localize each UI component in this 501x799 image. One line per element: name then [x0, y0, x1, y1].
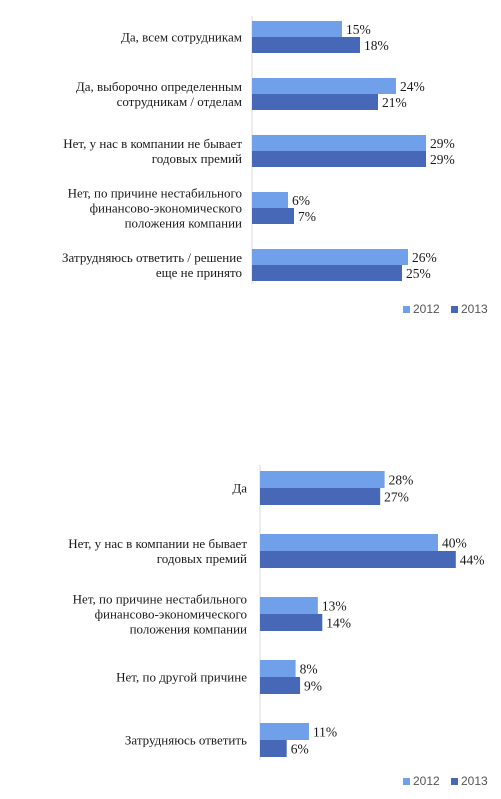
legend-label-2013: 2013 — [461, 302, 488, 316]
category-label: Нет, по причине нестабильного финансово-э… — [68, 186, 242, 231]
bar-2012 — [252, 135, 426, 151]
data-label-2012: 26% — [412, 250, 437, 265]
bar-2012 — [260, 660, 296, 677]
data-label-2012: 29% — [430, 136, 455, 151]
category-label: Да — [232, 481, 247, 496]
legend-swatch-2012 — [403, 306, 410, 313]
data-label-2012: 13% — [322, 599, 347, 614]
data-label-2013: 18% — [364, 38, 389, 53]
legend-label-2013: 2013 — [461, 774, 488, 788]
legend-swatch-2013 — [451, 778, 458, 785]
bar-2013 — [260, 740, 287, 757]
category-label: Нет, по причине нестабильного финансово-э… — [73, 592, 247, 637]
bar-2012 — [260, 723, 309, 740]
data-label-2013: 27% — [384, 490, 409, 505]
bar-2012 — [260, 597, 318, 614]
data-label-2012: 11% — [313, 725, 337, 740]
bar-2012 — [252, 78, 396, 94]
data-label-2013: 9% — [304, 679, 322, 694]
bar-2013 — [260, 677, 301, 694]
bar-2013 — [252, 265, 402, 281]
chart-bonus-bottom: Да 28% 27% Нет, у нас в компании не бывает г… — [68, 465, 488, 788]
category-label: Нет, по другой причине — [116, 670, 247, 685]
data-label-2012: 24% — [400, 79, 425, 94]
data-label-2012: 15% — [346, 22, 371, 37]
category-label: Затрудняюсь ответить — [125, 733, 247, 748]
bar-2013 — [252, 37, 360, 53]
chart-bonus-top: Да, всем сотрудникам 15%18% Да, выборочно … — [62, 16, 488, 316]
bar-2013 — [252, 151, 426, 167]
bar-2013 — [260, 488, 381, 505]
data-label-2013: 25% — [406, 266, 431, 281]
bar-2012 — [252, 192, 288, 208]
data-label-2013: 44% — [460, 553, 485, 568]
data-label-2013: 29% — [430, 152, 455, 167]
data-label-2013: 6% — [291, 742, 309, 757]
bar-2013 — [252, 94, 378, 110]
legend-swatch-2013 — [451, 306, 458, 313]
data-label-2012: 8% — [300, 662, 318, 677]
bar-2013 — [252, 208, 294, 224]
data-label-2013: 14% — [326, 616, 351, 631]
legend-label-2012: 2012 — [413, 774, 440, 788]
bar-2013 — [260, 614, 323, 631]
category-label: Нет, у нас в компании не бывает годовых п… — [63, 136, 242, 166]
category-label: Да, всем сотрудникам — [121, 30, 242, 45]
bar-2012 — [252, 249, 408, 265]
data-label-2013: 7% — [298, 209, 316, 224]
bar-2013 — [260, 551, 456, 568]
data-label-2012: 28% — [389, 473, 414, 488]
legend-swatch-2012 — [403, 778, 410, 785]
data-label-2012: 6% — [292, 193, 310, 208]
bar-2012 — [252, 21, 342, 37]
category-label: Затрудняюсь ответить / решение еще не при… — [62, 250, 242, 280]
legend-label-2012: 2012 — [413, 302, 440, 316]
bar-2012 — [260, 471, 385, 488]
bar-2012 — [260, 534, 438, 551]
category-label: Нет, у нас в компании не бывает годовых п… — [68, 536, 247, 566]
data-label-2013: 21% — [382, 95, 407, 110]
data-label-2012: 40% — [442, 536, 467, 551]
category-label: Да, выборочно определенным сотрудникам / … — [76, 79, 242, 109]
